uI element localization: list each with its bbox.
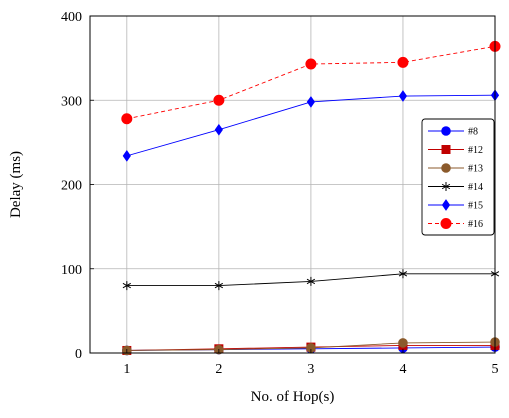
legend-entry: #15 [428,199,483,212]
legend-entry: #12 [428,145,483,156]
data-point [306,276,316,286]
legend-marker [441,126,451,136]
legend-label: #16 [468,219,483,230]
legend-label: #15 [468,201,483,212]
y-tick-label: 400 [61,10,82,25]
data-point [121,113,133,125]
data-point [122,281,131,291]
y-ticks: 0 100 200 300 400 [61,10,94,362]
y-tick-label: 300 [61,94,82,109]
legend-marker [441,163,451,173]
x-tick-label: 1 [123,362,130,377]
legend-marker [440,218,452,229]
x-tick-label: 4 [399,362,406,377]
x-ticks: 1 2 3 4 5 [123,349,499,377]
data-point [305,58,317,70]
data-point [213,94,225,106]
legend-box [421,118,495,236]
y-axis-label: Delay (ms) [8,151,24,218]
series-5 [121,40,501,125]
data-point [398,90,408,102]
data-point [214,123,223,136]
legend-marker [441,145,451,154]
data-point [398,338,408,348]
legend-label: #14 [468,182,483,193]
legend: #8 #12 #13 #14 #15 #16 [421,118,495,236]
x-tick-label: 3 [307,362,314,377]
legend-entry: #14 [428,182,483,193]
data-point [397,56,409,68]
legend-label: #8 [468,127,478,138]
data-point [122,149,131,162]
legend-label: #12 [468,145,483,156]
data-point [214,281,224,291]
legend-entry: #8 [428,126,478,138]
legend-marker [441,199,451,211]
legend-entry: #16 [428,218,483,230]
x-tick-label: 5 [492,362,499,377]
y-tick-label: 0 [75,347,82,362]
legend-label: #13 [468,164,483,175]
y-tick-label: 200 [61,179,82,194]
data-point [398,269,408,279]
legend-marker [441,182,451,191]
x-tick-label: 2 [215,362,222,377]
data-point [306,96,316,108]
y-tick-label: 100 [61,263,82,278]
legend-entry: #13 [428,163,483,175]
x-axis-label: No. of Hop(s) [251,389,335,405]
